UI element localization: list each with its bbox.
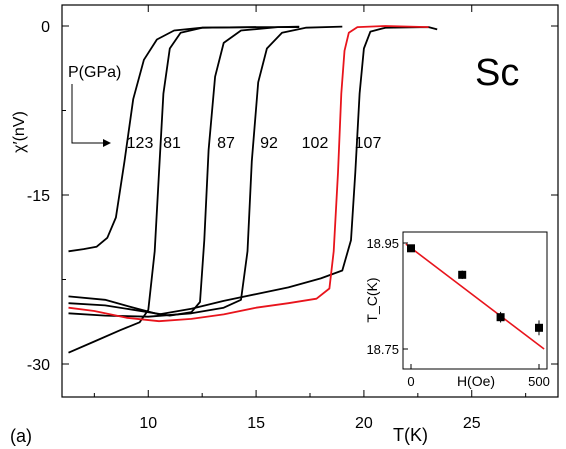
inset-y-axis-label: T_C(K) (364, 277, 380, 322)
inset-x-tick-label: 0 (407, 374, 414, 389)
y-tick-label: 0 (41, 19, 50, 36)
series-line-102 (68, 25, 429, 323)
series-label-102: 102 (302, 135, 329, 152)
series-label-107: 107 (355, 135, 382, 152)
inset-y-tick-label: 18.75 (366, 342, 399, 357)
x-tick-label: 15 (247, 415, 265, 432)
inset-x-axis-label: H(Oe) (457, 373, 495, 389)
inset-data-point (407, 244, 415, 253)
inset-layer (405, 243, 545, 350)
pressure-arrowhead (103, 139, 111, 147)
series-label-81: 81 (163, 135, 181, 152)
inset-data-point (458, 270, 467, 279)
inset-data-point (535, 323, 543, 332)
inset-y-tick-label: 18.95 (366, 236, 399, 251)
main-axis-ticks: 10 15 20 25 0 -15 -30 (27, 5, 558, 432)
x-tick-label: 25 (463, 415, 481, 432)
series-layer (68, 25, 438, 354)
series-label-123: 123 (127, 135, 154, 152)
element-label: Sc (475, 52, 519, 94)
inset-fit-line (405, 243, 545, 350)
pressure-label: P(GPa) (68, 64, 121, 81)
x-axis-label: T(K) (393, 425, 428, 445)
inset-data-point (496, 313, 505, 322)
inset-ticks: 18.95 18.75 0 500 (366, 236, 549, 389)
pressure-arrow (71, 84, 103, 144)
series-line-92 (68, 25, 343, 318)
inset-frame (402, 231, 548, 370)
inset: 18.95 18.75 0 500 T_C(K) H(Oe) (364, 231, 550, 389)
series-label-87: 87 (217, 135, 235, 152)
y-axis-label: χ′(nV) (11, 111, 28, 153)
series-labels: 123 81 87 92 102 107 (127, 135, 382, 152)
panel-label: (a) (10, 426, 32, 446)
y-tick-label: -15 (27, 188, 50, 205)
series-label-92: 92 (260, 135, 278, 152)
inset-x-tick-label: 500 (528, 374, 550, 389)
x-tick-label: 20 (355, 415, 373, 432)
x-tick-label: 10 (139, 415, 157, 432)
y-tick-label: -30 (27, 357, 50, 374)
series-line-81 (68, 26, 257, 354)
